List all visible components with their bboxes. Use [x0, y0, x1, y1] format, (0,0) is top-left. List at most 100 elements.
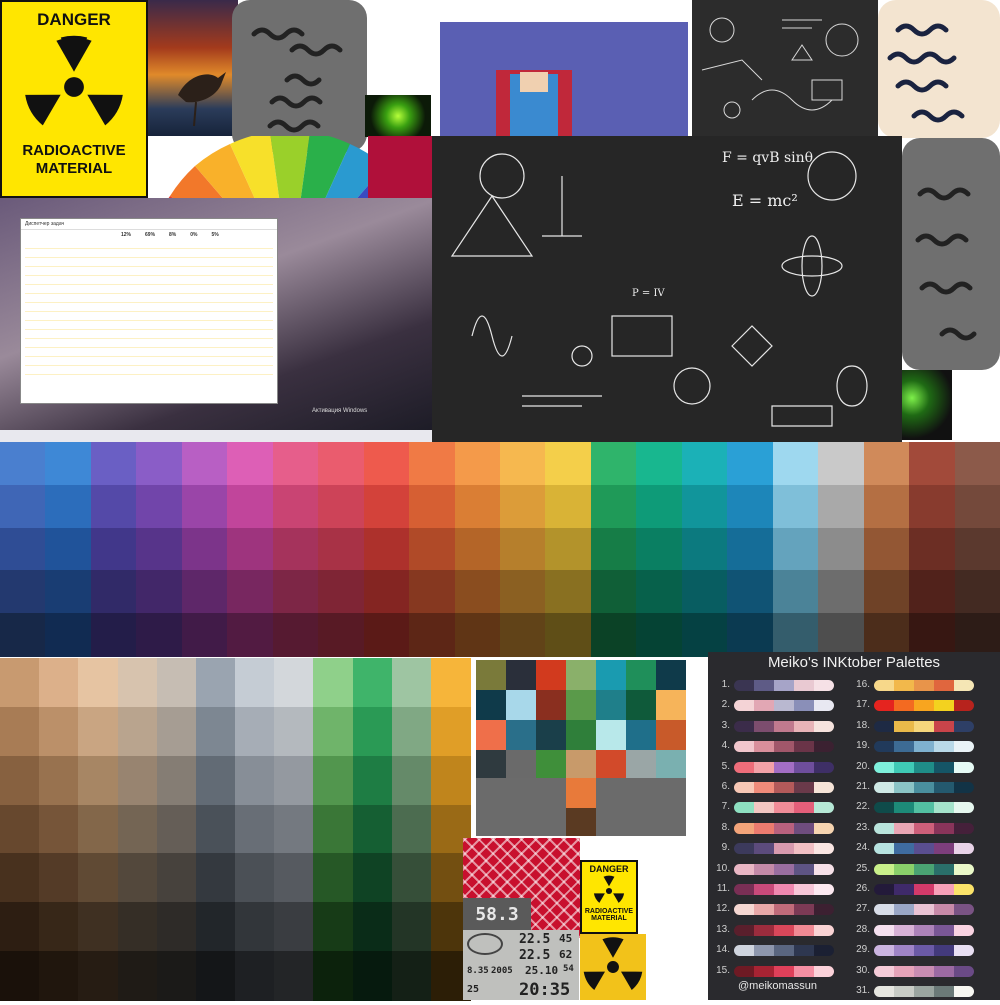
palette-color-chip — [954, 720, 974, 732]
palette-swatch — [45, 484, 92, 529]
left-palette-number: 11. — [716, 883, 730, 894]
palette-color-chip — [794, 741, 814, 753]
palette-swatch — [772, 442, 819, 486]
palette-color-chip — [914, 945, 934, 957]
palette-color-chip — [774, 802, 794, 814]
palette-color-chip — [934, 822, 954, 834]
gpu-stat: 5% — [211, 232, 219, 238]
palette-color-chip — [954, 782, 974, 793]
mixed-palette-swatch — [596, 660, 626, 690]
palette-swatch — [136, 527, 183, 571]
palette-color-chip — [934, 945, 954, 957]
pixel-art-character-image — [440, 22, 688, 136]
palette-color-chip — [894, 843, 914, 855]
earth-palette-swatch — [391, 902, 432, 952]
earth-palette-swatch — [0, 658, 40, 708]
palette-color-chip — [734, 720, 754, 732]
palette-swatch — [272, 527, 319, 571]
palette-swatch — [0, 442, 47, 486]
earth-palette-swatch — [195, 902, 236, 952]
palette-color-chip — [774, 741, 794, 753]
palette-color-chip — [894, 945, 914, 957]
right-palette-number: 16. — [856, 679, 870, 690]
palette-swatch — [454, 570, 501, 614]
palette-color-chip — [894, 782, 914, 793]
palette-color-chip — [894, 884, 914, 895]
palette-color-chip — [814, 843, 834, 855]
palette-swatch — [636, 442, 683, 486]
right-palette-pill — [874, 782, 974, 793]
palette-swatch — [818, 613, 865, 657]
earth-palette-swatch — [78, 853, 119, 903]
mixed-palette-swatch — [566, 720, 596, 750]
palette-color-chip — [734, 904, 754, 916]
earth-palette-swatch — [352, 853, 393, 903]
palette-color-chip — [954, 822, 974, 834]
left-palette-number: 14. — [716, 944, 730, 956]
mixed-palette-swatch — [566, 660, 596, 690]
palette-color-chip — [774, 700, 794, 712]
earth-palette-swatch — [274, 658, 314, 708]
time-small-reading: 25.10 — [525, 964, 559, 977]
palette-swatch — [363, 484, 410, 529]
earth-palette-swatch — [117, 706, 158, 757]
palette-swatch — [772, 484, 819, 529]
palette-swatch — [727, 527, 774, 571]
palette-color-chip — [934, 904, 954, 916]
inktober-palettes-card: Meiko's INKtober Palettes @meikomassun 1… — [708, 652, 1000, 1000]
earth-palette-swatch — [274, 951, 314, 1001]
mixed-palette-swatch — [596, 750, 626, 780]
earth-palette-swatch — [313, 853, 354, 903]
earth-palette-swatch — [391, 755, 432, 806]
palette-swatch — [954, 613, 1000, 657]
palette-swatch — [409, 442, 456, 486]
palette-color-chip — [794, 761, 814, 773]
palette-color-chip — [814, 863, 834, 875]
palette-swatch — [863, 613, 910, 657]
earth-palette-swatch — [39, 902, 79, 952]
earth-palette-swatch — [156, 755, 197, 806]
palette-color-chip — [814, 802, 834, 814]
left-palette-number: 7. — [721, 801, 730, 813]
palette-color-chip — [774, 680, 794, 691]
mixed-palette-swatch — [536, 720, 566, 750]
palette-swatch — [545, 527, 592, 571]
palette-color-chip — [934, 924, 954, 936]
chalk-doodles-icon — [701, 17, 859, 119]
palette-swatch — [181, 613, 228, 657]
palette-color-chip — [734, 782, 754, 793]
cpu-stat: 12% — [121, 232, 132, 238]
earth-palette-swatch — [117, 658, 158, 708]
palette-swatch — [181, 527, 228, 571]
earth-palette-swatch — [39, 951, 79, 1001]
radiation-trefoil-icon — [593, 875, 625, 903]
palette-color-chip — [934, 741, 954, 753]
color-palette-grid — [0, 442, 1000, 657]
earth-palette-swatch — [430, 658, 471, 708]
earth-palette-swatch — [78, 804, 119, 855]
palette-swatch — [500, 570, 547, 614]
palette-color-chip — [754, 782, 774, 793]
palette-color-chip — [774, 965, 794, 977]
left-palette-pill — [734, 680, 834, 691]
palette-swatch — [863, 484, 910, 529]
svg-text:F = qvB sinθ: F = qvB sinθ — [722, 150, 813, 166]
palette-color-chip — [794, 802, 814, 814]
right-palette-pill — [874, 863, 974, 875]
earth-palette-swatch — [352, 706, 393, 757]
palette-color-chip — [754, 680, 774, 691]
right-palette-number: 27. — [856, 903, 870, 915]
palette-swatch — [45, 442, 92, 486]
mixed-palette-swatch — [476, 720, 506, 750]
left-palette-pill — [734, 924, 834, 936]
palette-color-chip — [814, 904, 834, 916]
palette-swatch — [954, 527, 1000, 571]
palette-swatch — [136, 442, 183, 486]
palette-swatch — [363, 570, 410, 614]
palette-swatch — [181, 570, 228, 614]
palette-color-chip — [874, 822, 894, 834]
mixed-palette-swatch — [566, 750, 596, 780]
palette-color-chip — [954, 904, 974, 916]
palette-color-chip — [814, 822, 834, 834]
palette-swatch — [181, 442, 228, 486]
